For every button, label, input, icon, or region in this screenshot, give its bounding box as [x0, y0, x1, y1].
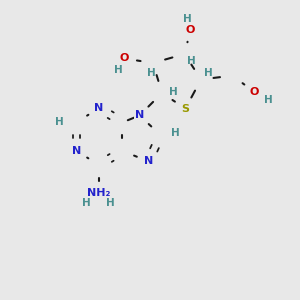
Text: H: H	[171, 128, 180, 138]
Text: NH₂: NH₂	[87, 188, 111, 199]
Text: O: O	[186, 25, 195, 35]
Text: N: N	[135, 110, 144, 121]
Text: H: H	[264, 94, 273, 105]
Text: H: H	[106, 198, 115, 208]
Text: O: O	[120, 53, 129, 64]
Text: H: H	[183, 14, 192, 24]
Text: S: S	[182, 103, 189, 114]
Text: H: H	[55, 117, 64, 128]
Text: H: H	[82, 198, 91, 208]
Text: N: N	[72, 146, 81, 156]
Text: H: H	[113, 64, 122, 75]
Text: H: H	[187, 56, 196, 67]
Text: H: H	[169, 86, 178, 97]
Text: H: H	[204, 68, 213, 78]
Text: N: N	[94, 103, 103, 113]
Text: N: N	[144, 156, 153, 167]
Text: H: H	[147, 68, 156, 78]
Text: O: O	[250, 87, 259, 97]
